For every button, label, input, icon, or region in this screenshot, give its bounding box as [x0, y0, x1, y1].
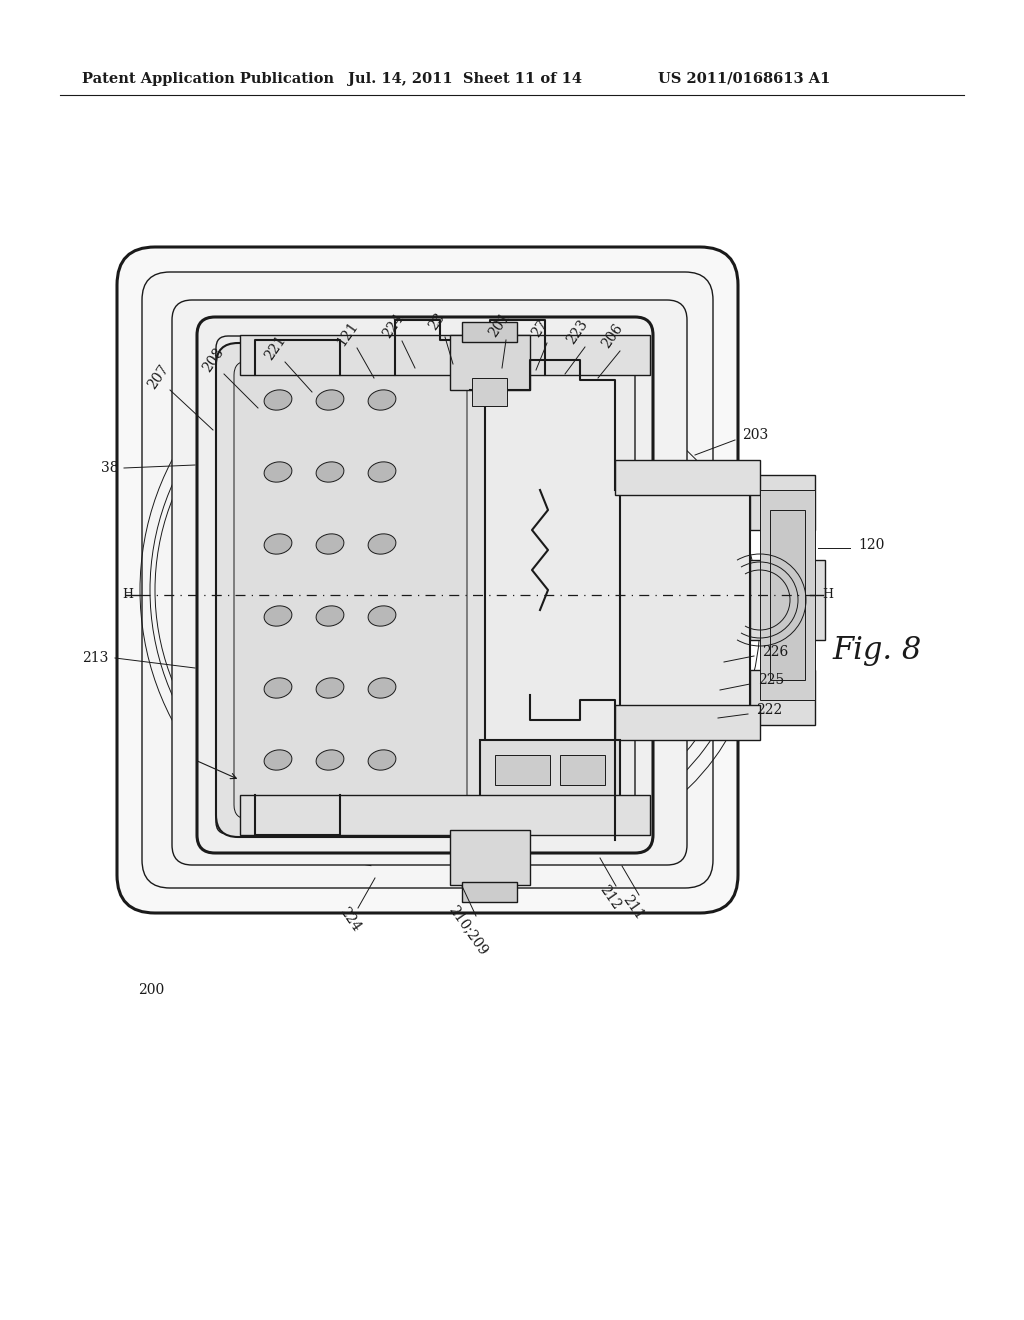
- Bar: [495, 755, 550, 785]
- Text: 207: 207: [144, 362, 171, 392]
- Bar: [770, 510, 805, 680]
- Bar: [472, 378, 507, 407]
- Ellipse shape: [316, 389, 344, 411]
- Bar: [462, 322, 517, 342]
- Text: Fig. 8: Fig. 8: [831, 635, 922, 665]
- Bar: [615, 705, 760, 741]
- Ellipse shape: [368, 462, 396, 482]
- Bar: [240, 795, 650, 836]
- Text: H: H: [122, 589, 133, 602]
- Ellipse shape: [264, 389, 292, 411]
- Ellipse shape: [368, 389, 396, 411]
- Text: 210;209: 210;209: [445, 903, 490, 957]
- Ellipse shape: [264, 678, 292, 698]
- Bar: [750, 475, 815, 531]
- Text: 211: 211: [620, 894, 646, 923]
- Bar: [750, 671, 815, 725]
- Text: 200: 200: [138, 983, 164, 997]
- Text: US 2011/0168613 A1: US 2011/0168613 A1: [658, 73, 830, 86]
- FancyBboxPatch shape: [197, 317, 653, 853]
- Ellipse shape: [264, 462, 292, 482]
- Text: 212: 212: [597, 883, 624, 913]
- Ellipse shape: [368, 678, 396, 698]
- Text: 23: 23: [426, 310, 447, 333]
- Text: 213: 213: [82, 651, 108, 665]
- Text: 224: 224: [380, 312, 407, 341]
- Bar: [240, 335, 650, 375]
- Ellipse shape: [368, 750, 396, 770]
- Text: 206: 206: [599, 321, 626, 351]
- Ellipse shape: [316, 750, 344, 770]
- Bar: [450, 335, 530, 389]
- Text: 222: 222: [756, 704, 782, 717]
- Bar: [462, 882, 517, 902]
- FancyBboxPatch shape: [234, 360, 467, 818]
- Text: Patent Application Publication: Patent Application Publication: [82, 73, 334, 86]
- Text: 223: 223: [564, 317, 590, 347]
- Bar: [560, 755, 605, 785]
- Text: 224: 224: [337, 906, 364, 935]
- Ellipse shape: [264, 533, 292, 554]
- Ellipse shape: [368, 606, 396, 626]
- Bar: [620, 490, 750, 710]
- Bar: [750, 560, 825, 640]
- FancyBboxPatch shape: [216, 337, 635, 834]
- Ellipse shape: [264, 750, 292, 770]
- Text: 38: 38: [100, 461, 118, 475]
- Text: 225: 225: [758, 673, 784, 686]
- Text: 203: 203: [742, 428, 768, 442]
- Text: Jul. 14, 2011  Sheet 11 of 14: Jul. 14, 2011 Sheet 11 of 14: [348, 73, 582, 86]
- Text: 121: 121: [335, 319, 361, 348]
- Bar: [615, 459, 760, 495]
- Text: 27: 27: [529, 317, 551, 339]
- Bar: [450, 830, 530, 884]
- Bar: [480, 741, 620, 830]
- Ellipse shape: [316, 462, 344, 482]
- FancyBboxPatch shape: [142, 272, 713, 888]
- FancyBboxPatch shape: [117, 247, 738, 913]
- Text: 226: 226: [762, 645, 788, 659]
- Bar: [760, 490, 815, 700]
- Text: 221: 221: [262, 333, 289, 363]
- FancyBboxPatch shape: [216, 343, 485, 837]
- Ellipse shape: [368, 533, 396, 554]
- Ellipse shape: [316, 533, 344, 554]
- Text: 201: 201: [485, 310, 512, 339]
- FancyBboxPatch shape: [172, 300, 687, 865]
- Text: H: H: [822, 589, 833, 602]
- Ellipse shape: [316, 678, 344, 698]
- Ellipse shape: [264, 606, 292, 626]
- Text: 208: 208: [200, 346, 226, 375]
- Text: 120: 120: [858, 539, 885, 552]
- Ellipse shape: [316, 606, 344, 626]
